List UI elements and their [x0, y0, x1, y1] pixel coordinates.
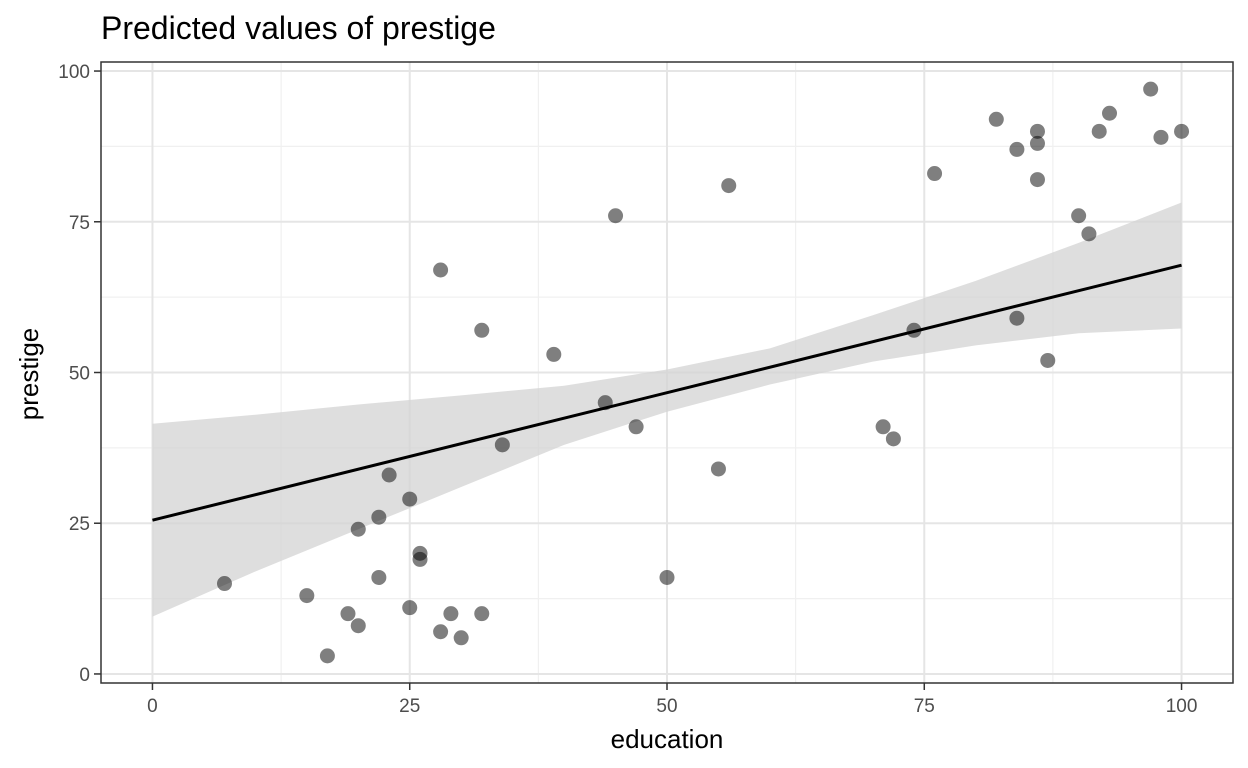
regression-line — [152, 263, 1182, 522]
data-point — [1029, 172, 1045, 188]
data-point — [1071, 208, 1087, 224]
x-tick-label: 100 — [1166, 696, 1198, 717]
data-point — [350, 521, 366, 537]
x-tick-label: 0 — [147, 696, 158, 717]
data-point — [433, 624, 449, 640]
y-tick-label: 25 — [69, 514, 90, 535]
data-point — [1102, 105, 1118, 121]
y-tick-label: 0 — [79, 665, 90, 686]
x-tick-label: 25 — [399, 696, 420, 717]
data-point — [216, 576, 232, 592]
x-axis-ticks: 0 25 50 75 100 — [147, 683, 1197, 717]
data-point — [1029, 123, 1045, 139]
data-point — [1081, 226, 1097, 242]
data-point — [474, 322, 490, 338]
data-point — [453, 630, 469, 646]
y-axis-ticks: 0 25 50 75 100 — [58, 62, 101, 686]
y-tick-label: 75 — [69, 213, 90, 234]
data-point — [710, 461, 726, 477]
data-point — [319, 648, 335, 664]
data-point — [1009, 310, 1025, 326]
x-axis-title: education — [611, 724, 724, 754]
data-point — [371, 569, 387, 585]
major-gridlines — [101, 62, 1233, 683]
data-point — [494, 437, 510, 453]
data-point — [340, 606, 356, 622]
data-point — [1040, 352, 1056, 368]
data-point — [1143, 81, 1159, 97]
data-point — [546, 346, 562, 362]
confidence-band — [152, 202, 1182, 617]
data-point — [988, 111, 1004, 127]
data-point — [443, 606, 459, 622]
x-tick-label: 75 — [914, 696, 935, 717]
data-point — [659, 569, 675, 585]
data-point — [1091, 123, 1107, 139]
data-point — [402, 600, 418, 616]
data-point — [875, 419, 891, 435]
data-point — [381, 467, 397, 483]
chart-title: Predicted values of prestige — [101, 10, 496, 46]
data-point — [433, 262, 449, 278]
data-point — [628, 419, 644, 435]
data-point — [1029, 135, 1045, 151]
y-tick-label: 50 — [69, 364, 90, 385]
y-tick-label: 100 — [58, 62, 90, 83]
data-point — [721, 178, 737, 194]
data-point — [474, 606, 490, 622]
data-point — [412, 551, 428, 567]
y-axis-title: prestige — [14, 328, 44, 421]
x-tick-label: 50 — [656, 696, 677, 717]
data-point — [608, 208, 624, 224]
data-point — [1153, 129, 1169, 145]
data-point — [1174, 123, 1190, 139]
data-point — [371, 509, 387, 525]
data-point — [885, 431, 901, 447]
data-point — [402, 491, 418, 507]
data-point — [299, 588, 315, 604]
data-points — [216, 81, 1190, 664]
data-point — [927, 166, 943, 182]
data-point — [350, 618, 366, 634]
data-point — [1009, 141, 1025, 157]
